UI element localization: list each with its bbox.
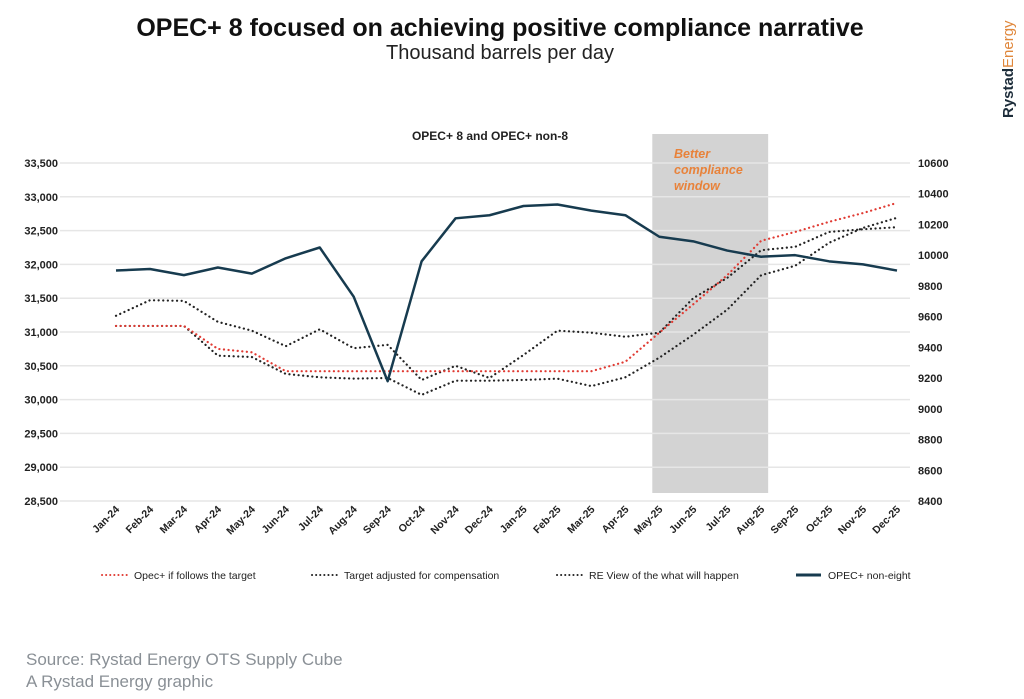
series-line-2 [114,226,899,382]
chart-title: OPEC+ 8 and OPEC+ non-8 [412,129,568,143]
legend-label: Opec+ if follows the target [134,570,256,582]
x-tick-label: Nov-24 [428,504,461,537]
y-left-tick-label: 33,500 [24,158,58,170]
page-subtitle: Thousand barrels per day [386,42,614,64]
y-left-tick-label: 28,500 [24,496,58,508]
x-tick-label: May-25 [632,504,666,538]
y-left-tick-label: 30,000 [24,395,58,407]
x-tick-label: Mar-24 [158,504,191,537]
y-right-tick-label: 10000 [918,250,949,262]
x-tick-label: Apr-25 [599,504,631,536]
x-tick-label: Jun-24 [259,504,292,537]
credit-note: A Rystad Energy graphic [26,672,214,691]
legend-label: OPEC+ non-eight [828,570,911,582]
x-tick-label: Sep-25 [768,504,801,537]
y-right-tick-label: 8600 [918,465,942,477]
legend-label: Target adjusted for compensation [344,570,499,582]
series-line-0 [114,201,899,373]
x-tick-label: Jan-25 [498,504,530,536]
x-tick-label: Oct-25 [804,504,836,536]
x-tick-label: Feb-25 [531,504,564,537]
y-right-tick-label: 9600 [918,312,942,324]
y-right-tick-label: 10400 [918,189,949,201]
y-left-tick-label: 33,000 [24,192,58,204]
x-tick-label: Mar-25 [565,504,598,537]
page-title: OPEC+ 8 focused on achieving positive co… [136,14,864,42]
y-right-tick-label: 9000 [918,404,942,416]
x-tick-label: Dec-24 [463,504,496,537]
x-tick-label: Jan-24 [90,504,122,536]
x-tick-label: May-24 [224,504,258,538]
y-right-tick-label: 9800 [918,281,942,293]
line-chart: 28,500 29,000 29,500 30,000 30,500 31,000 31,5… [24,129,949,582]
y-right-tick-label: 10600 [918,158,949,170]
annotation-text: window [674,179,721,193]
y-left-tick-label: 31,000 [24,327,58,339]
y-right-tick-label: 10200 [918,219,949,231]
x-tick-label: Apr-24 [192,504,224,536]
x-tick-label: Jun-25 [667,504,700,537]
x-tick-label: Feb-24 [124,504,157,537]
annotation-text: compliance [674,163,743,177]
y-right-tick-label: 9400 [918,342,942,354]
x-tick-label: Aug-24 [326,504,360,538]
y-left-tick-label: 32,500 [24,226,58,238]
y-left-tick-label: 32,000 [24,259,58,271]
y-left-tick-label: 31,500 [24,293,58,305]
series-line-3 [115,203,898,383]
x-tick-label: Jul-24 [296,504,326,534]
x-tick-label: Jul-25 [703,504,733,534]
source-note: Source: Rystad Energy OTS Supply Cube [26,650,343,669]
legend-label: RE View of the what will happen [589,570,739,582]
annotation-text: Better [674,147,711,161]
x-tick-label: Nov-25 [836,504,869,537]
y-right-tick-label: 8400 [918,496,942,508]
x-tick-label: Sep-24 [361,504,394,537]
y-right-tick-label: 9200 [918,373,942,385]
y-left-tick-label: 29,000 [24,462,58,474]
x-tick-label: Aug-25 [734,504,768,538]
y-right-tick-label: 8800 [918,435,942,447]
series-line-1 [114,216,899,397]
y-left-tick-label: 29,500 [24,428,58,440]
x-tick-label: Oct-24 [396,504,428,536]
x-tick-label: Dec-25 [870,504,903,537]
y-left-tick-label: 30,500 [24,361,58,373]
